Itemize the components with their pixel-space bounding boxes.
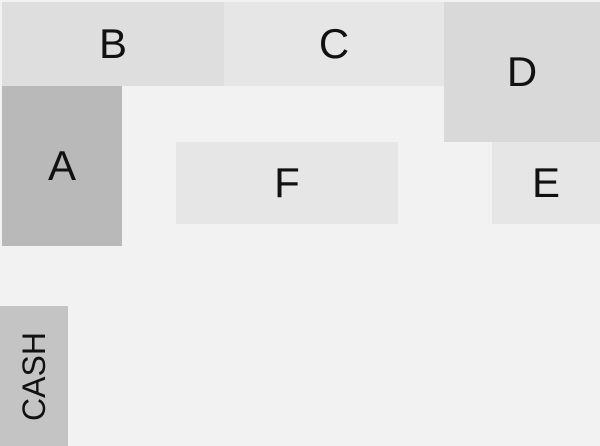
zone-f-label: F	[274, 159, 300, 206]
zone-e-label: E	[531, 159, 560, 206]
zone-b-label: B	[98, 20, 127, 67]
zone-cash-label: CASH	[15, 331, 52, 421]
zone-e[interactable]: E	[492, 142, 600, 224]
zone-d[interactable]: D	[444, 2, 600, 142]
zone-a-label: A	[47, 142, 76, 189]
zone-a[interactable]: A	[2, 86, 122, 246]
zone-c-label: C	[318, 20, 350, 67]
zone-b[interactable]: B	[2, 2, 224, 86]
zone-c[interactable]: C	[224, 2, 444, 86]
zone-f[interactable]: F	[176, 142, 398, 224]
zone-d-label: D	[506, 48, 538, 95]
zone-cash[interactable]: CASH	[0, 306, 68, 446]
